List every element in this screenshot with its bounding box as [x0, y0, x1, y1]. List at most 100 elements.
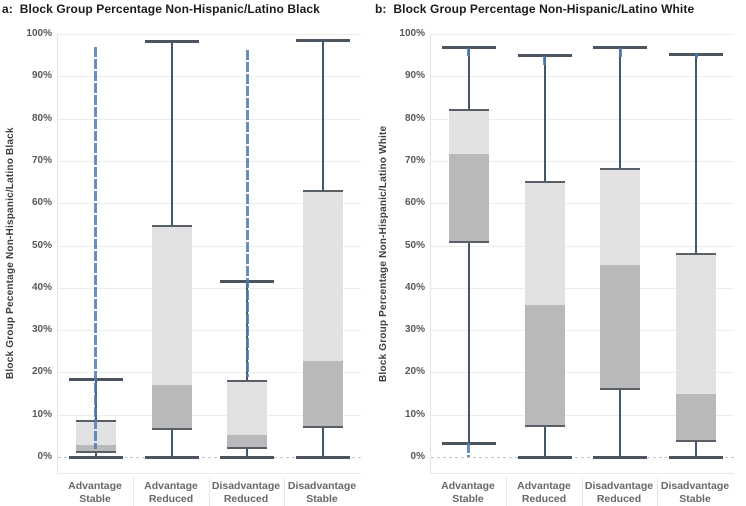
panel-a: a: Block Group Percentage Non-Hispanic/L…: [0, 0, 361, 506]
lower-whisker-line: [619, 389, 621, 457]
outlier-marks: [695, 53, 698, 58]
y-tick-label: 60%: [404, 197, 425, 208]
gridline: [58, 203, 361, 204]
y-tick-label: 100%: [399, 28, 425, 39]
panel-a-plot-area: [57, 34, 361, 474]
y-tick-label: 0%: [37, 451, 52, 462]
gridline: [431, 288, 734, 289]
gridline: [431, 372, 734, 373]
y-tick-label: 70%: [404, 155, 425, 166]
upper-whisker-cap: [145, 40, 199, 43]
lower-whisker-line: [95, 452, 97, 457]
lower-whisker-cap: [220, 456, 274, 459]
lower-whisker-cap: [593, 456, 647, 459]
lower-whisker-line: [322, 427, 324, 457]
y-tick-label: 10%: [404, 409, 425, 420]
gridline: [431, 161, 734, 162]
gridline: [58, 415, 361, 416]
y-tick-label: 100%: [26, 28, 52, 39]
gridline: [431, 330, 734, 331]
lower-whisker-cap: [518, 456, 572, 459]
gridline: [431, 119, 734, 120]
category-label: Advantage Reduced: [144, 480, 198, 505]
category-separator: [582, 477, 583, 506]
gridline: [58, 161, 361, 162]
y-tick-label: 60%: [31, 197, 52, 208]
y-tick-label: 0%: [410, 451, 425, 462]
zero-gridline: [431, 457, 734, 458]
category-label: Advantage Stable: [68, 480, 122, 505]
gridline: [431, 203, 734, 204]
upper-whisker-line: [322, 40, 324, 191]
lower-whisker-line: [171, 429, 173, 457]
lower-whisker-line: [468, 242, 470, 443]
category-separator: [657, 477, 658, 506]
category-label: Disadvantage Reduced: [584, 480, 654, 505]
zero-gridline: [58, 457, 361, 458]
gridline: [58, 330, 361, 331]
panel-a-y-axis-ticks: 0% 10% 20% 30% 40% 50% 60% 70% 80% 90% 100%: [0, 0, 52, 506]
gridline: [431, 76, 734, 77]
category-separator: [133, 477, 134, 506]
y-tick-label: 30%: [31, 324, 52, 335]
upper-whisker-cap: [518, 54, 572, 57]
y-tick-label: 30%: [404, 324, 425, 335]
category-label: Advantage Reduced: [517, 480, 571, 505]
panel-a-x-axis-labels: Advantage Stable Advantage Reduced Disadva…: [57, 477, 360, 506]
iqr-box: [600, 168, 640, 390]
category-separator: [506, 477, 507, 506]
category-label: Disadvantage Stable: [287, 480, 357, 505]
panel-b: b: Block Group Percentage Non-Hispanic/L…: [373, 0, 746, 506]
q1-to-median-region: [449, 153, 489, 241]
lower-whisker-cap: [69, 456, 123, 459]
panel-b-title: b: Block Group Percentage Non-Hispanic/L…: [375, 2, 695, 16]
y-tick-label: 10%: [31, 409, 52, 420]
outlier-marks: [94, 47, 97, 449]
outlier-marks: [246, 50, 249, 377]
y-tick-label: 90%: [31, 70, 52, 81]
y-tick-label: 20%: [404, 366, 425, 377]
q1-to-median-region: [303, 361, 343, 426]
gridline: [58, 76, 361, 77]
upper-whisker-line: [171, 41, 173, 226]
lower-whisker-cap: [296, 456, 350, 459]
lower-whisker-line: [544, 426, 546, 457]
upper-whisker-line: [468, 47, 470, 110]
y-tick-label: 90%: [404, 70, 425, 81]
y-tick-label: 80%: [31, 113, 52, 124]
q1-to-median-region: [227, 435, 267, 447]
outlier-marks: [467, 48, 470, 56]
category-label: Advantage Stable: [441, 480, 495, 505]
gridline: [58, 288, 361, 289]
q1-to-median-region: [525, 304, 565, 425]
lower-whisker-line: [246, 448, 248, 457]
gridline: [58, 119, 361, 120]
y-tick-label: 20%: [31, 366, 52, 377]
category-separator: [209, 477, 210, 506]
y-tick-label: 70%: [31, 155, 52, 166]
iqr-box: [152, 225, 192, 430]
outlier-marks: [619, 48, 622, 57]
lower-whisker-line: [695, 441, 697, 457]
category-label: Disadvantage Stable: [660, 480, 730, 505]
y-tick-label: 40%: [31, 282, 52, 293]
y-tick-label: 40%: [404, 282, 425, 293]
upper-whisker-cap: [442, 46, 496, 49]
upper-whisker-line: [619, 47, 621, 169]
q1-to-median-region: [676, 393, 716, 440]
outlier-marks: [467, 443, 470, 457]
gridline: [431, 246, 734, 247]
panel-b-y-axis-ticks: 0% 10% 20% 30% 40% 50% 60% 70% 80% 90% 100%: [373, 0, 425, 506]
upper-whisker-line: [695, 54, 697, 254]
gridline: [58, 34, 361, 35]
gridline: [58, 246, 361, 247]
iqr-box: [676, 253, 716, 442]
panel-a-title: a: Block Group Percentage Non-Hispanic/L…: [2, 2, 320, 16]
iqr-box: [449, 109, 489, 243]
y-tick-label: 50%: [404, 240, 425, 251]
iqr-box: [303, 190, 343, 428]
upper-whisker-line: [544, 55, 546, 182]
upper-whisker-cap: [296, 39, 350, 42]
y-tick-label: 50%: [31, 240, 52, 251]
